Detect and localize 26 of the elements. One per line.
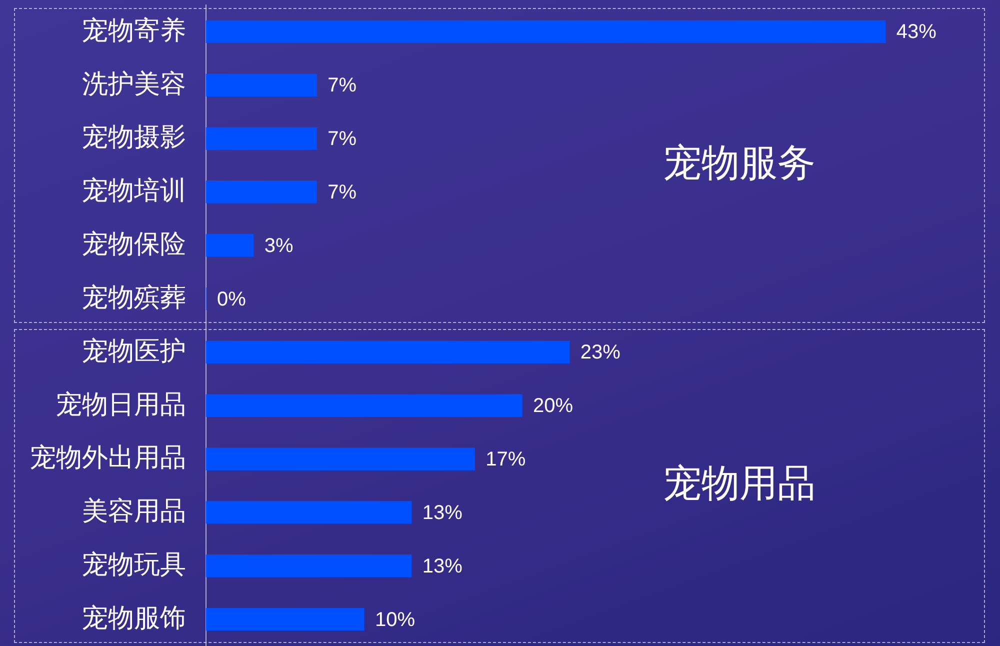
y-tick-label: 宠物服饰: [82, 602, 186, 632]
data-label: 13%: [422, 555, 463, 578]
data-label: 0%: [217, 288, 246, 310]
data-label: 3%: [264, 234, 294, 257]
data-label: 7%: [328, 74, 357, 97]
y-tick-label: 洗护美容: [82, 68, 186, 98]
data-label: 20%: [533, 395, 574, 418]
data-label: 17%: [486, 448, 526, 471]
data-label: 10%: [375, 608, 416, 631]
y-tick-label: 宠物玩具: [82, 549, 186, 580]
y-tick-label: 宠物日用品: [56, 388, 186, 419]
y-tick-label: 宠物外出用品: [30, 442, 186, 472]
y-tick-label: 宠物医护: [82, 335, 186, 366]
y-tick-label: 宠物殡葬: [82, 282, 186, 312]
annotation: 宠物服务: [663, 142, 816, 185]
data-label: 23%: [580, 342, 621, 364]
data-label: 13%: [422, 502, 463, 524]
y-tick-label: 宠物保险: [82, 228, 186, 259]
data-label: 7%: [328, 181, 357, 204]
annotation: 宠物用品: [663, 463, 816, 506]
data-label: 7%: [328, 128, 357, 150]
y-tick-label: 美容用品: [82, 496, 186, 526]
y-tick-label: 宠物寄养: [82, 14, 186, 45]
y-tick-label: 宠物摄影: [82, 122, 186, 152]
y-tick-label: 宠物培训: [82, 175, 186, 206]
data-label: 43%: [896, 21, 937, 44]
